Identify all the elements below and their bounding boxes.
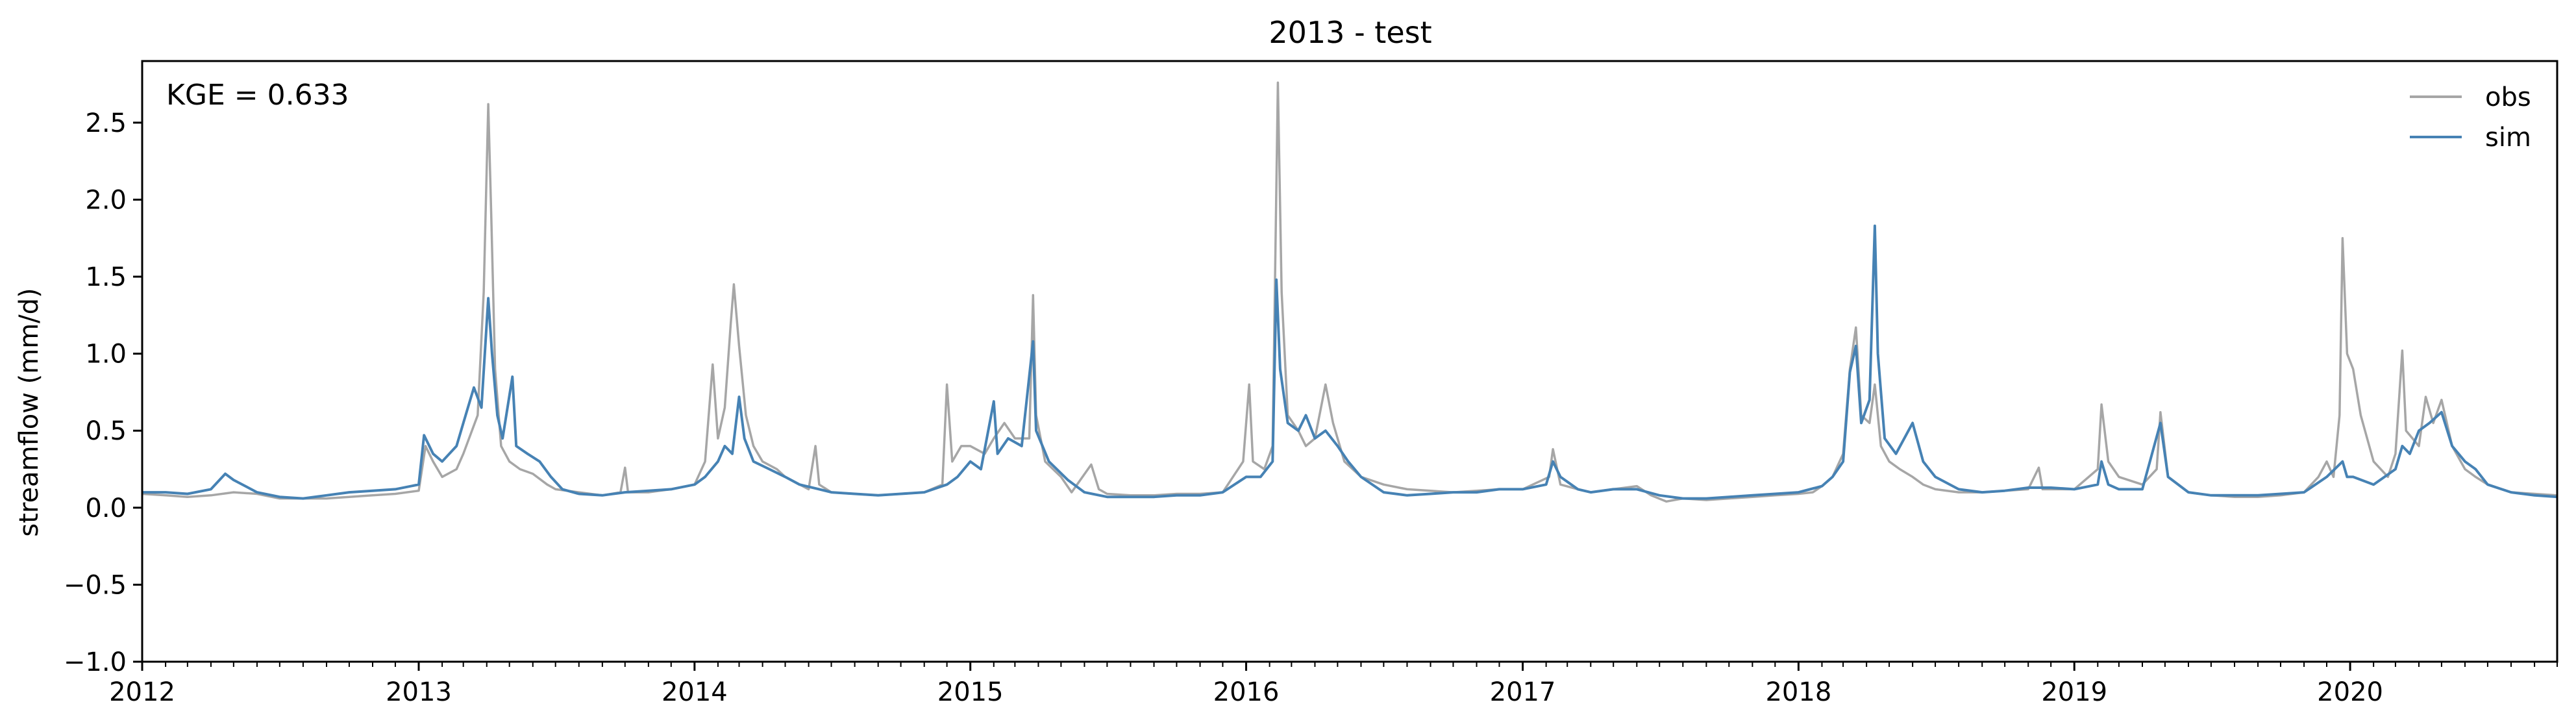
y-tick-label: −0.5	[64, 570, 127, 600]
plot-area: −1.0−0.50.00.51.01.52.02.5 2012 2013 2014 2…	[64, 60, 2558, 707]
y-tick-label: 1.5	[85, 262, 127, 292]
plot-frame	[141, 60, 2558, 663]
x-tick-label: 2014	[662, 677, 728, 707]
series-layer	[142, 81, 2558, 503]
kge-annotation: KGE = 0.633	[166, 79, 349, 112]
chart-title: 2013 - test	[1269, 15, 1431, 50]
y-tick-label: 0.5	[85, 416, 127, 446]
x-tick-label: 2019	[2041, 677, 2107, 707]
series-line-sim	[142, 224, 2558, 500]
y-tick-label: 2.5	[85, 108, 127, 138]
y-tick-label: 0.0	[85, 494, 127, 523]
x-tick-label: 2015	[937, 677, 1004, 707]
y-tick-label: 1.0	[85, 340, 127, 369]
x-tick-label: 2017	[1490, 677, 1556, 707]
y-tick-label: −1.0	[64, 647, 127, 677]
y-tick-label: 2.0	[85, 185, 127, 215]
x-tick-label: 2018	[1765, 677, 1831, 707]
legend-sim-label: sim	[2485, 123, 2531, 153]
y-axis-label: streamflow (mm/d)	[14, 288, 44, 536]
legend: obs sim	[2410, 82, 2531, 153]
x-tick-label: 2016	[1213, 677, 1280, 707]
x-tick-label: 2013	[386, 677, 452, 707]
x-axis-ticks: 2012 2013 2014 2015 2016 2017 2018 2019 2020	[109, 662, 2558, 707]
x-tick-label: 2012	[109, 677, 175, 707]
legend-obs-label: obs	[2485, 82, 2531, 112]
x-tick-label: 2020	[2317, 677, 2383, 707]
y-axis-ticks: −1.0 −0.5 0.0 0.5 1.0 1.5 2.0 2.5	[64, 108, 142, 677]
